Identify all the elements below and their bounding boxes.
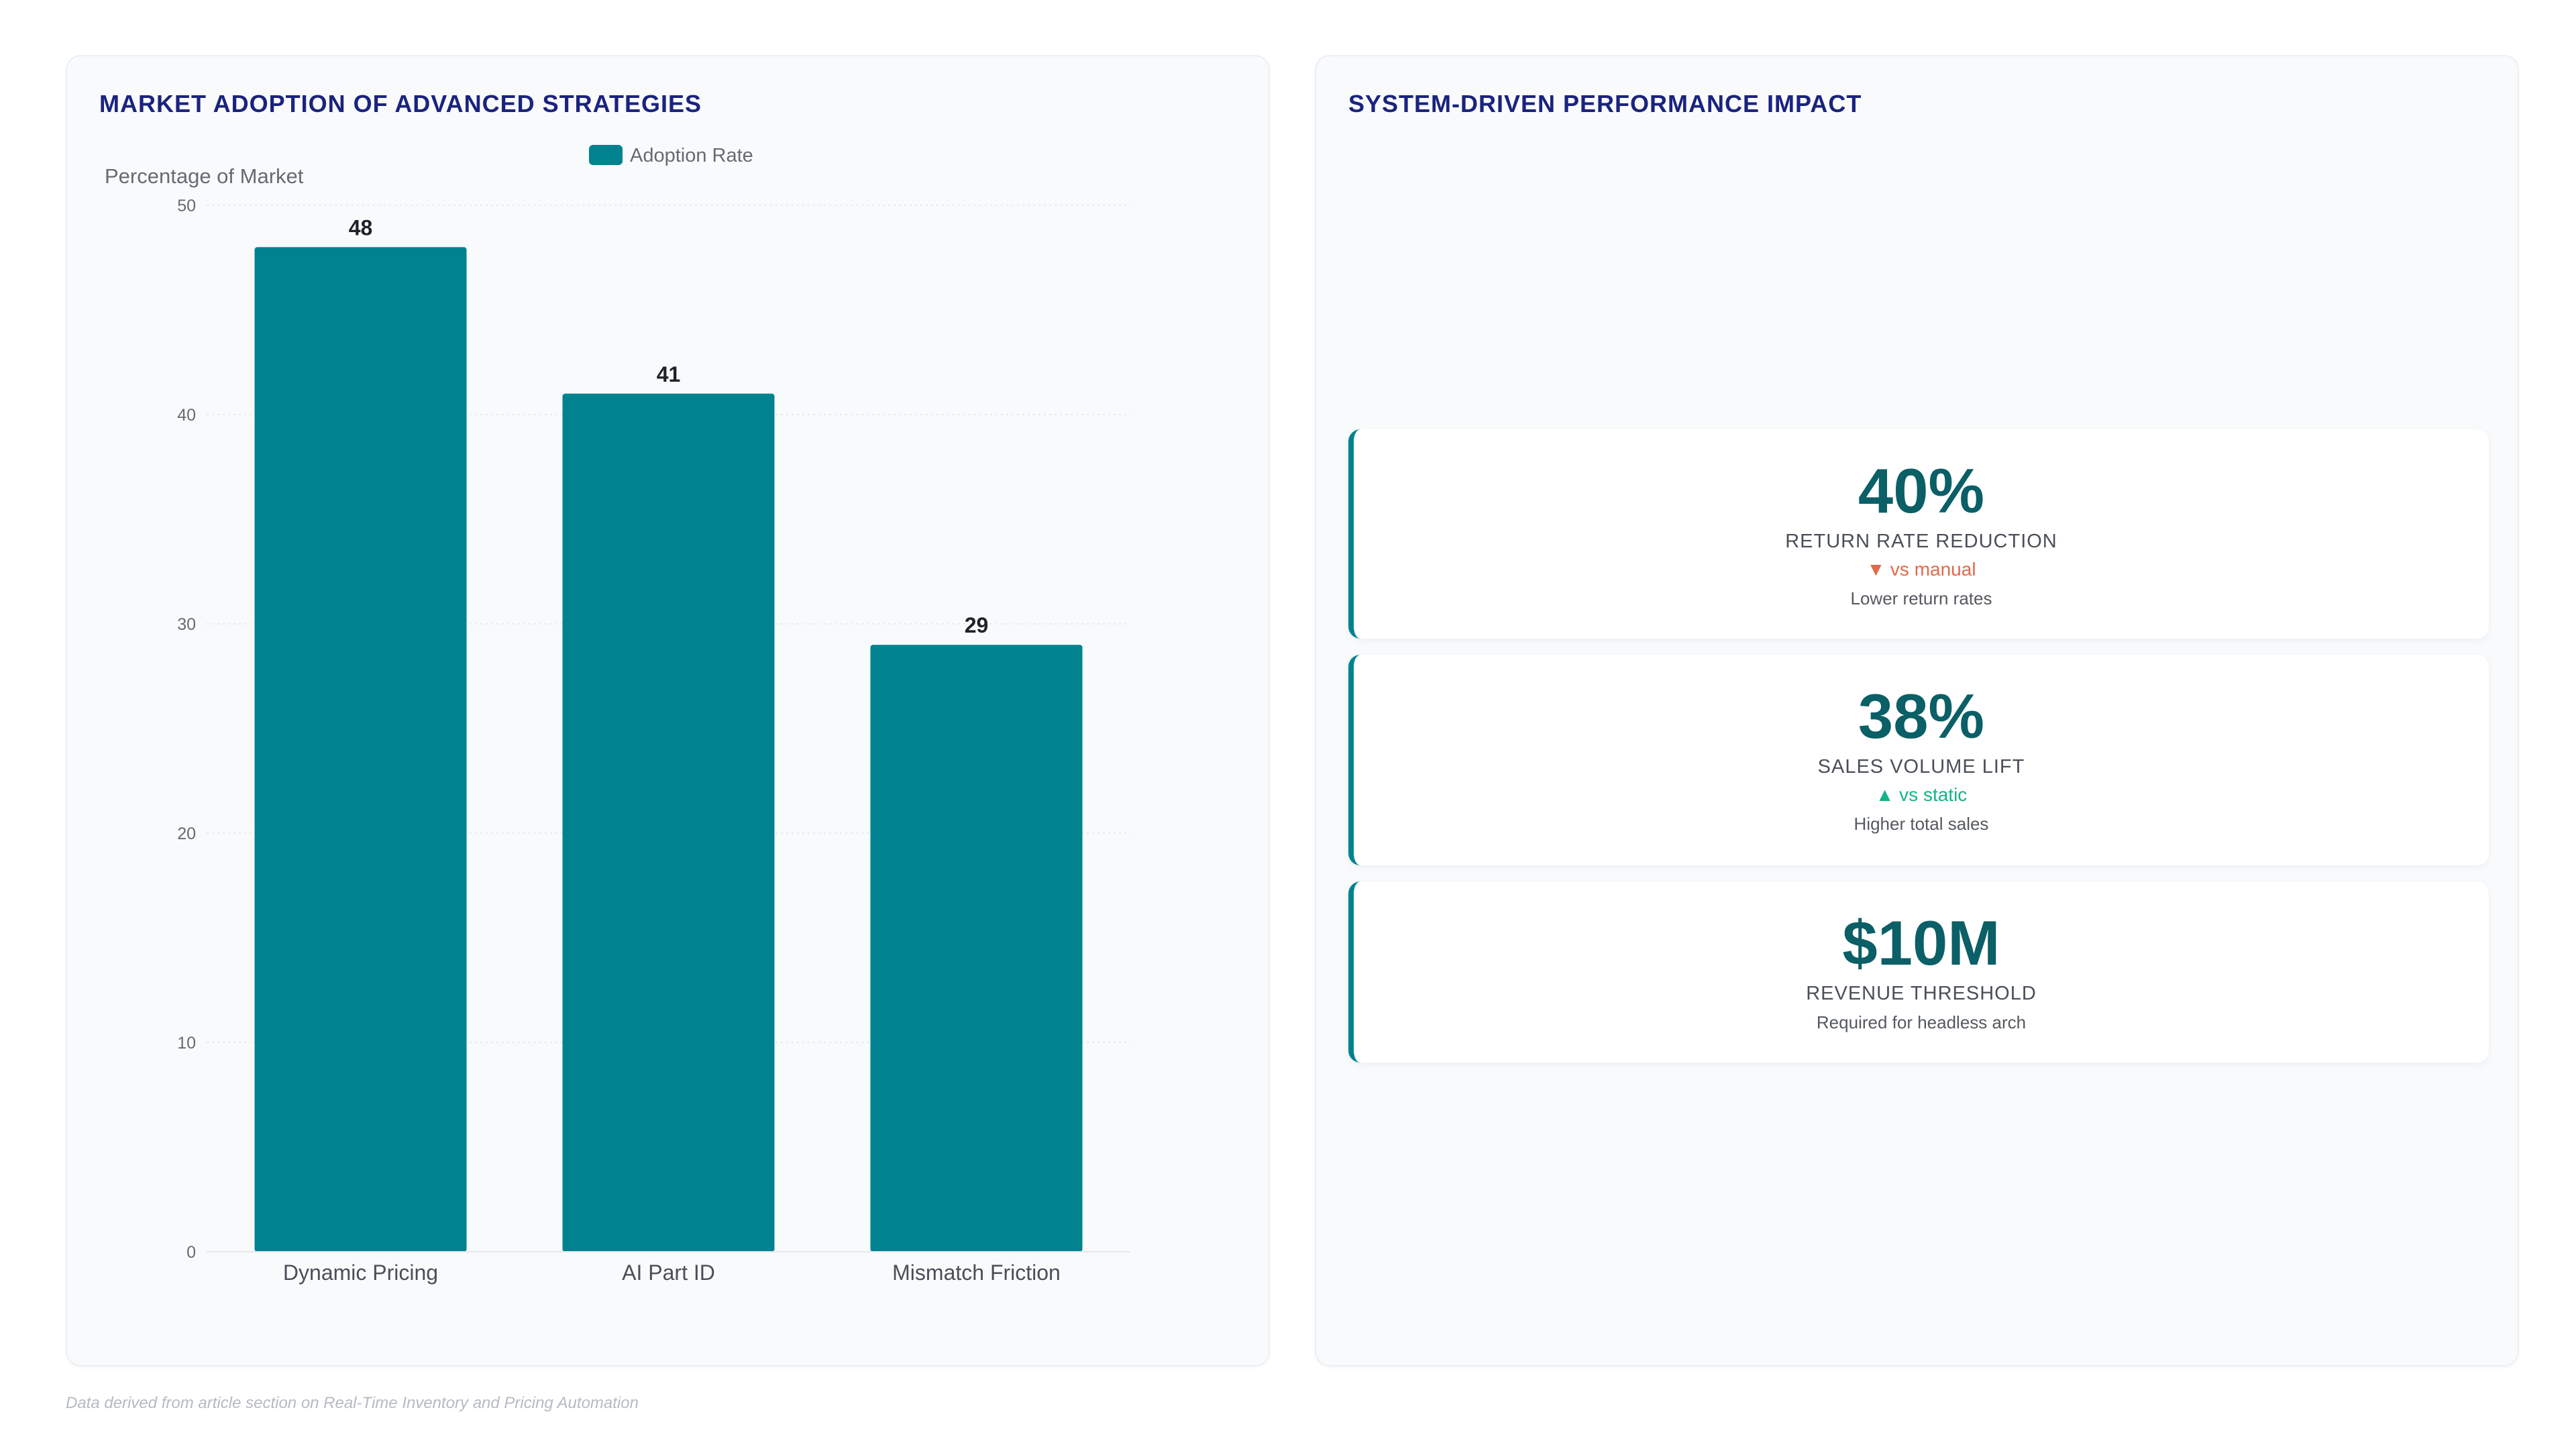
kpi-label: RETURN RATE REDUCTION [1785,531,2057,552]
performance-impact-title: SYSTEM-DRIVEN PERFORMANCE IMPACT [1348,90,1862,117]
bar-dynamic-pricing [254,247,467,1252]
x-tick-label: AI Part ID [622,1260,715,1285]
kpi-card-sales-volume: 38% SALES VOLUME LIFT ▲ vs static Higher… [1348,655,2489,865]
bar-value-label: 29 [965,613,989,637]
chart-bars [254,247,1083,1252]
y-tick-label: 10 [177,1034,196,1053]
kpi-trend-up: ▲ vs static [1875,784,1968,805]
y-axis-title: Percentage of Market [105,164,304,188]
kpi-label: SALES VOLUME LIFT [1817,756,2025,777]
bar-mismatch-friction [870,645,1083,1252]
kpi-value: $10M [1842,908,2000,978]
y-tick-label: 20 [177,824,196,843]
y-tick-label: 30 [177,615,196,634]
kpi-note: Higher total sales [1854,814,1989,834]
market-adoption-title: MARKET ADOPTION OF ADVANCED STRATEGIES [99,90,702,117]
kpi-value: 40% [1858,455,1985,526]
kpi-note: Lower return rates [1850,588,1992,608]
y-tick-label: 40 [177,406,196,425]
chart-labels: 0 10 20 30 40 50 48 Dynamic Pricing 41 AI Part ID… [177,197,1061,1285]
kpi-note: Required for headless arch [1816,1012,2027,1032]
kpi-card-return-rate: 40% RETURN RATE REDUCTION ▼ vs manual Lo… [1348,429,2489,639]
chart-legend: Adoption Rate [589,145,753,166]
source-footnote: Data derived from article section on Rea… [66,1394,639,1412]
y-tick-label: 50 [177,197,196,215]
bar-value-label: 41 [657,362,681,386]
y-tick-label: 0 [186,1243,196,1262]
bar-value-label: 48 [349,215,373,239]
bar-ai-part-id [562,393,775,1252]
market-adoption-panel: MARKET ADOPTION OF ADVANCED STRATEGIES 0… [66,55,1270,1366]
kpi-trend-down: ▼ vs manual [1866,559,1976,580]
performance-impact-panel: SYSTEM-DRIVEN PERFORMANCE IMPACT 40% RET… [1315,55,2519,1366]
legend-swatch-adoption-rate [589,145,623,165]
x-tick-label: Mismatch Friction [892,1260,1061,1285]
x-tick-label: Dynamic Pricing [283,1260,438,1285]
kpi-card-revenue-threshold: $10M REVENUE THRESHOLD Required for head… [1348,881,2489,1063]
legend-label-adoption-rate: Adoption Rate [630,145,753,166]
kpi-value: 38% [1858,681,1985,751]
kpi-label: REVENUE THRESHOLD [1806,983,2037,1004]
adoption-bar-chart: 0 10 20 30 40 50 48 Dynamic Pricing 41 AI Part ID… [105,145,1130,1285]
